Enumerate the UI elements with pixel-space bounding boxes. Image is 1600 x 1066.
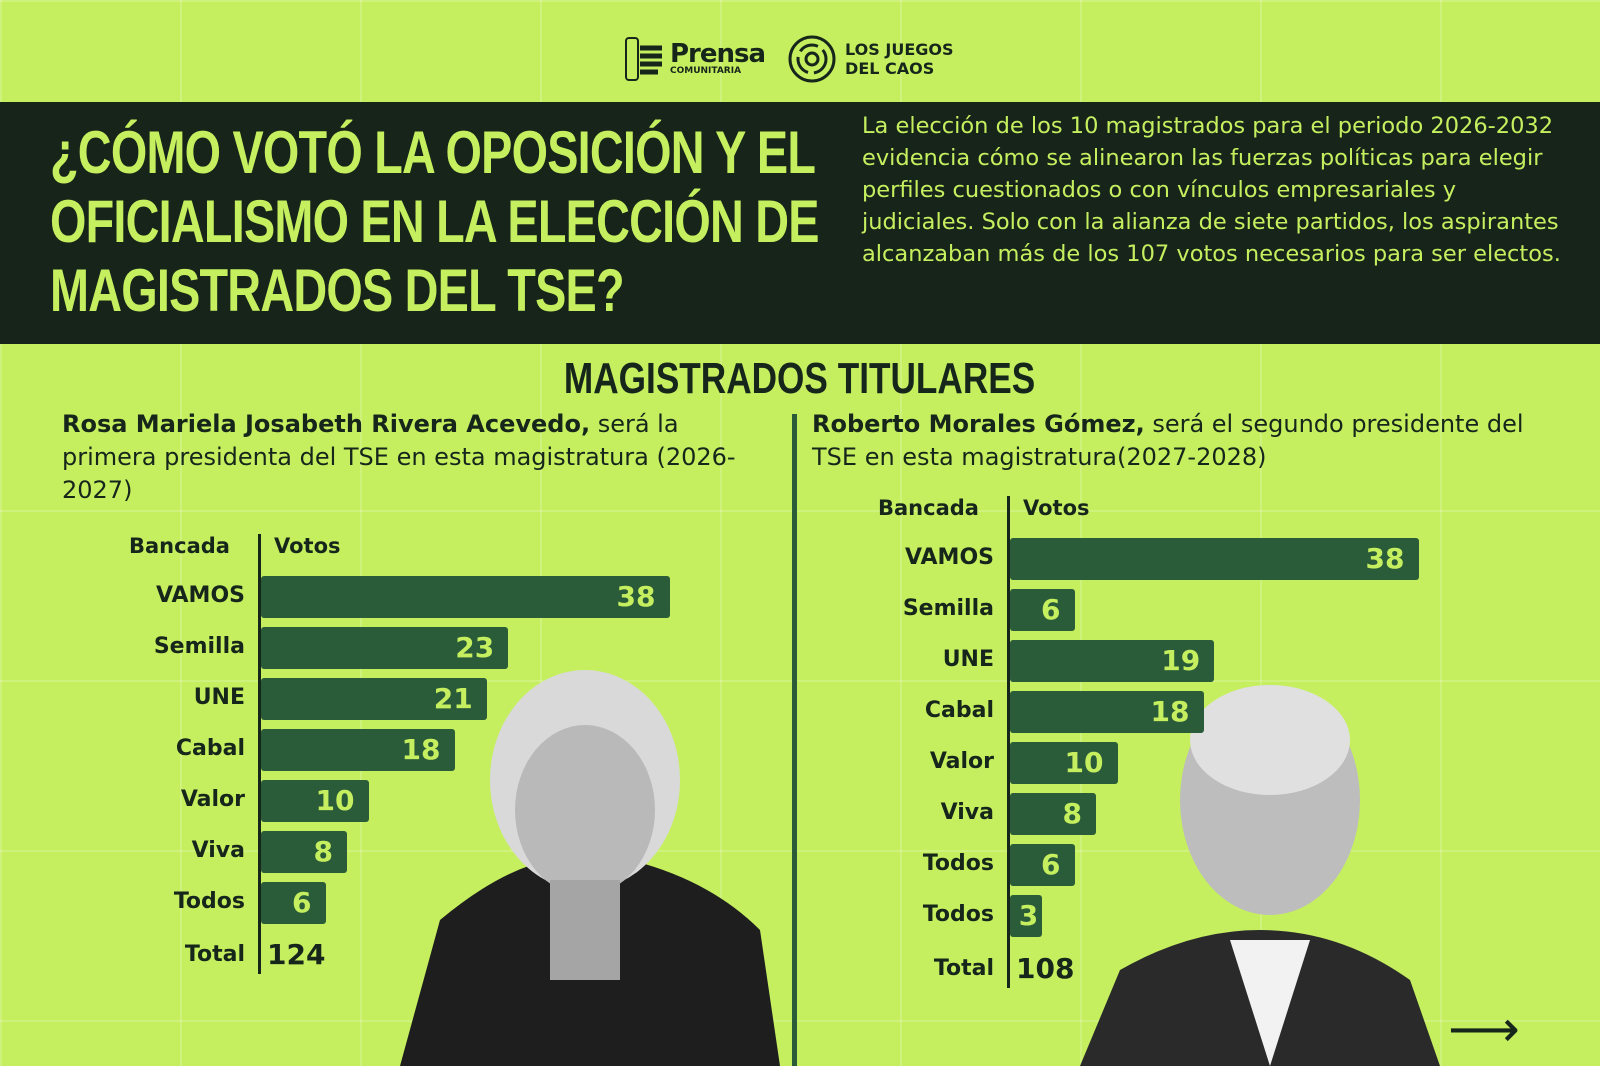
column-header-votos: Votos xyxy=(274,534,341,558)
section-title: MAGISTRADOS TITULARES xyxy=(0,354,1600,404)
category-label: Viva xyxy=(191,838,245,863)
juegos-line2: DEL CAOS xyxy=(845,59,935,78)
bar-valor: 10 xyxy=(261,780,369,822)
title-band xyxy=(0,102,1600,344)
total-label: Total xyxy=(933,956,994,981)
axis-line xyxy=(1007,496,1010,988)
candidate-intro: Roberto Morales Gómez, será el segundo p… xyxy=(812,408,1572,474)
candidate-role: será el segundo presidente del TSE en es… xyxy=(812,410,1524,471)
category-label: Valor xyxy=(929,749,994,774)
candidate-name: Roberto Morales Gómez, xyxy=(812,410,1145,438)
category-label: Cabal xyxy=(924,698,994,723)
category-label: Cabal xyxy=(175,736,245,761)
bar-viva: 8 xyxy=(261,831,347,873)
bar-cabal: 18 xyxy=(261,729,455,771)
total-value: 108 xyxy=(1016,952,1075,985)
bar-une: 21 xyxy=(261,678,487,720)
bar-une: 19 xyxy=(1010,640,1215,682)
column-divider xyxy=(792,414,797,1066)
category-label: Semilla xyxy=(153,634,245,659)
page-title: ¿CÓMO VOTÓ LA OPOSICIÓN Y EL OFICIALISMO… xyxy=(50,119,819,324)
bar-todos: 3 xyxy=(1010,895,1043,937)
bar-valor: 10 xyxy=(1010,742,1118,784)
candidate-intro: Rosa Mariela Josabeth Rivera Acevedo, se… xyxy=(62,408,742,507)
labyrinth-icon xyxy=(788,35,836,83)
juegos-line1: LOS JUEGOS xyxy=(845,40,954,59)
category-label: Valor xyxy=(180,787,245,812)
bar-todos: 6 xyxy=(261,882,326,924)
prensa-sub: COMUNITARIA xyxy=(670,66,742,76)
bar-vamos: 38 xyxy=(261,576,670,618)
category-label: Todos xyxy=(922,902,994,927)
category-label: Todos xyxy=(922,851,994,876)
bar-semilla: 6 xyxy=(1010,589,1075,631)
bar-cabal: 18 xyxy=(1010,691,1204,733)
column-header-votos: Votos xyxy=(1023,496,1090,520)
section-title-text: MAGISTRADOS TITULARES xyxy=(564,354,1036,403)
logos: Prensa COMUNITARIA LOS JUEGOS DEL CAOS xyxy=(620,34,954,84)
candidate-name: Rosa Mariela Josabeth Rivera Acevedo, xyxy=(62,410,591,438)
prensa-comunitaria-logo: Prensa COMUNITARIA xyxy=(620,36,766,82)
total-value: 124 xyxy=(267,938,326,971)
category-label: UNE xyxy=(942,647,994,672)
category-label: VAMOS xyxy=(156,583,245,608)
category-label: Viva xyxy=(940,800,994,825)
column-header-bancada: Bancada xyxy=(878,496,979,520)
arrow-right-icon[interactable]: ⟶ xyxy=(1448,1000,1520,1058)
bar-vamos: 38 xyxy=(1010,538,1419,580)
category-label: Semilla xyxy=(902,596,994,621)
category-label: Todos xyxy=(173,889,245,914)
candidate-role: será la primera presidenta del TSE en es… xyxy=(62,410,736,504)
column-header-bancada: Bancada xyxy=(129,534,230,558)
category-label: VAMOS xyxy=(905,545,994,570)
axis-line xyxy=(258,534,261,974)
prensa-title: Prensa xyxy=(670,39,766,69)
total-label: Total xyxy=(184,942,245,967)
bar-viva: 8 xyxy=(1010,793,1096,835)
los-juegos-logo: LOS JUEGOS DEL CAOS xyxy=(787,34,954,84)
photo-rosa-rivera xyxy=(400,670,780,1066)
description: La elección de los 10 magistrados para e… xyxy=(862,113,1561,267)
bar-semilla: 23 xyxy=(261,627,509,669)
photo-roberto-morales xyxy=(1080,685,1440,1066)
category-label: UNE xyxy=(193,685,245,710)
prensa-flag-icon xyxy=(625,37,662,81)
bar-todos: 6 xyxy=(1010,844,1075,886)
